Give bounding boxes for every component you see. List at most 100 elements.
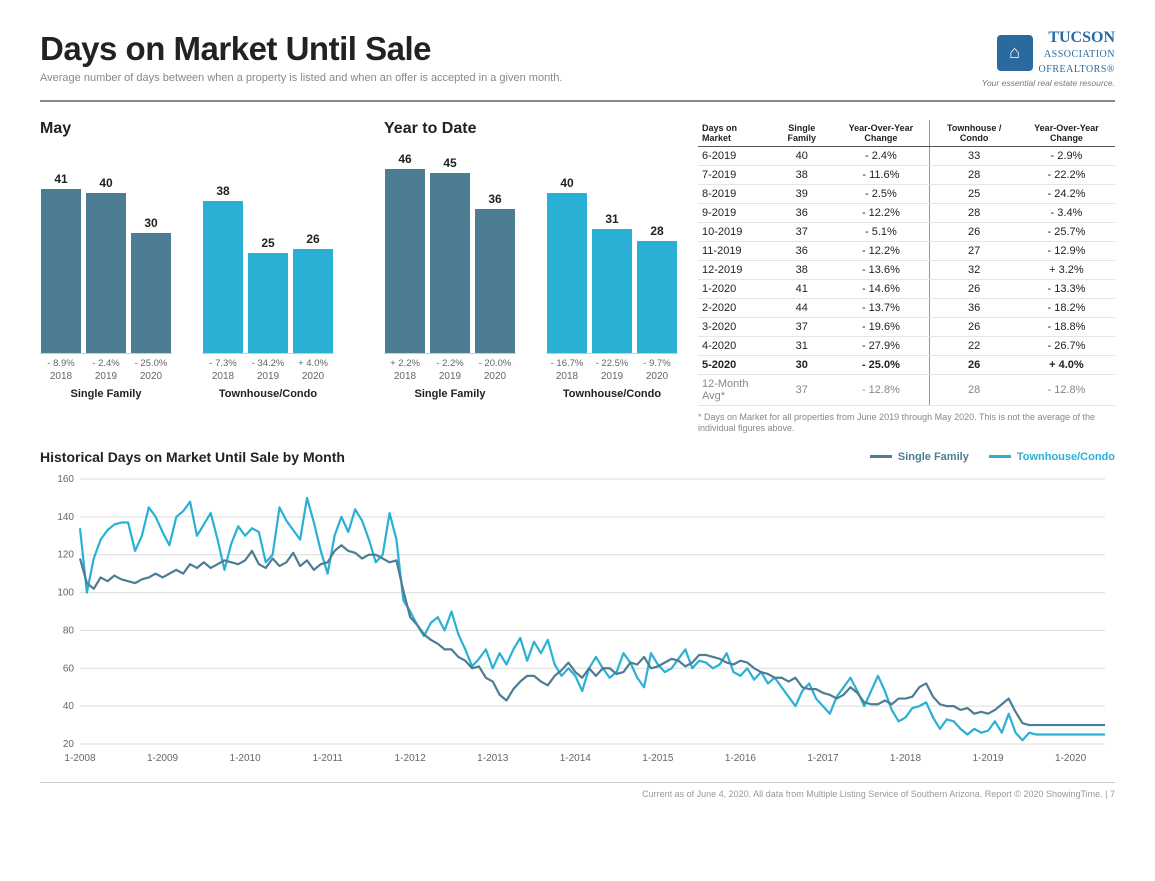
bar-group: 414030- 8.9%2018- 2.4%2019- 25.0%2020Sin… (40, 144, 172, 400)
bar-group-label: Townhouse/Condo (563, 388, 661, 400)
bar-pct: - 34.2% (247, 358, 289, 369)
table-cell: - 12.8% (832, 374, 930, 405)
table-cell: 4-2020 (698, 336, 771, 355)
table-cell: - 12.2% (832, 241, 930, 260)
bar-value: 40 (99, 176, 112, 190)
table-cell: 11-2019 (698, 241, 771, 260)
bar-group: 403128- 16.7%2018- 22.5%2019- 9.7%2020To… (546, 144, 678, 400)
table-cell: - 13.7% (832, 298, 930, 317)
table-cell: 10-2019 (698, 222, 771, 241)
svg-text:1-2014: 1-2014 (560, 753, 592, 764)
legend-label: Townhouse/Condo (1017, 451, 1115, 463)
page-title: Days on Market Until Sale (40, 30, 562, 68)
bar-panel-title: Year to Date (384, 120, 678, 138)
bar: 30 (130, 216, 172, 353)
bar-group: 382526- 7.3%2018- 34.2%2019+ 4.0%2020Tow… (202, 144, 334, 400)
bar-year: 2018 (202, 371, 244, 382)
svg-text:80: 80 (63, 625, 75, 636)
bar-year: 2020 (474, 371, 516, 382)
legend: Single Family Townhouse/Condo (870, 451, 1115, 463)
table-cell: 27 (930, 241, 1018, 260)
header: Days on Market Until Sale Average number… (40, 30, 1115, 88)
data-table-region: Days on MarketSingle FamilyYear-Over-Yea… (698, 120, 1115, 435)
table-cell: - 26.7% (1018, 336, 1115, 355)
table-cell: - 22.2% (1018, 165, 1115, 184)
bar: 31 (591, 212, 633, 353)
data-table: Days on MarketSingle FamilyYear-Over-Yea… (698, 120, 1115, 406)
table-cell: 25 (930, 184, 1018, 203)
table-cell: - 2.5% (832, 184, 930, 203)
bar-value: 26 (306, 232, 319, 246)
table-row: 8-201939- 2.5%25- 24.2% (698, 184, 1115, 203)
legend-swatch (870, 455, 892, 458)
table-cell: 31 (771, 336, 832, 355)
table-cell: 37 (771, 222, 832, 241)
table-cell: 28 (930, 165, 1018, 184)
table-row: 1-202041- 14.6%26- 13.3% (698, 279, 1115, 298)
table-cell: - 12.8% (1018, 374, 1115, 405)
table-cell: - 25.7% (1018, 222, 1115, 241)
bar-year: 2020 (636, 371, 678, 382)
table-header: Townhouse / Condo (930, 120, 1018, 147)
logo-line2: ASSOCIATION (1044, 49, 1115, 60)
bar-group-label: Townhouse/Condo (219, 388, 317, 400)
table-cell: 38 (771, 260, 832, 279)
bar-group: 464536+ 2.2%2018- 2.2%2019- 20.0%2020Sin… (384, 144, 516, 400)
table-cell: - 27.9% (832, 336, 930, 355)
table-cell: 12-Month Avg* (698, 374, 771, 405)
page-subtitle: Average number of days between when a pr… (40, 72, 562, 84)
table-cell: 7-2019 (698, 165, 771, 184)
legend-item: Townhouse/Condo (989, 451, 1115, 463)
bar-rect (475, 209, 515, 353)
footer-text: Current as of June 4, 2020. All data fro… (40, 782, 1115, 799)
bar: 46 (384, 152, 426, 353)
svg-text:1-2020: 1-2020 (1055, 753, 1087, 764)
logo-badge-icon: ⌂ (997, 35, 1033, 71)
legend-swatch (989, 455, 1011, 458)
table-cell: - 13.3% (1018, 279, 1115, 298)
svg-text:1-2009: 1-2009 (147, 753, 179, 764)
table-row: 9-201936- 12.2%28- 3.4% (698, 203, 1115, 222)
bar-pct: - 25.0% (130, 358, 172, 369)
bar-year: 2019 (591, 371, 633, 382)
bar: 40 (85, 176, 127, 353)
table-cell: - 3.4% (1018, 203, 1115, 222)
svg-text:60: 60 (63, 663, 75, 674)
bar-rect (41, 189, 81, 353)
bar: 40 (546, 176, 588, 353)
logo-line3: OFREALTORS® (1039, 64, 1115, 75)
bar-group-label: Single Family (415, 388, 486, 400)
svg-text:1-2019: 1-2019 (972, 753, 1004, 764)
bar-pct: - 16.7% (546, 358, 588, 369)
table-row: 2-202044- 13.7%36- 18.2% (698, 298, 1115, 317)
svg-text:1-2010: 1-2010 (230, 753, 262, 764)
bar-pct: - 22.5% (591, 358, 633, 369)
table-cell: - 12.9% (1018, 241, 1115, 260)
table-cell: 44 (771, 298, 832, 317)
bar-rect (430, 173, 470, 353)
bar-rect (592, 229, 632, 353)
bar-rect (248, 253, 288, 353)
bar-rect (637, 241, 677, 353)
bar-panel-title: May (40, 120, 334, 138)
bar-value: 28 (650, 224, 663, 238)
table-cell: 41 (771, 279, 832, 298)
bar: 26 (292, 232, 334, 353)
table-row: 11-201936- 12.2%27- 12.9% (698, 241, 1115, 260)
table-header: Year-Over-Year Change (832, 120, 930, 147)
table-cell: 36 (771, 203, 832, 222)
table-row: 6-201940- 2.4%33- 2.9% (698, 146, 1115, 165)
table-cell: 5-2020 (698, 355, 771, 374)
svg-text:1-2011: 1-2011 (312, 753, 343, 764)
bar-year: 2019 (429, 371, 471, 382)
bar-charts-region: May414030- 8.9%2018- 2.4%2019- 25.0%2020… (40, 120, 678, 435)
svg-text:1-2013: 1-2013 (477, 753, 509, 764)
table-cell: 30 (771, 355, 832, 374)
table-avg-row: 12-Month Avg*37- 12.8%28- 12.8% (698, 374, 1115, 405)
bar-rect (293, 249, 333, 353)
bar-rect (131, 233, 171, 353)
legend-label: Single Family (898, 451, 969, 463)
bar: 41 (40, 172, 82, 353)
bar-year: 2018 (546, 371, 588, 382)
table-cell: 26 (930, 317, 1018, 336)
